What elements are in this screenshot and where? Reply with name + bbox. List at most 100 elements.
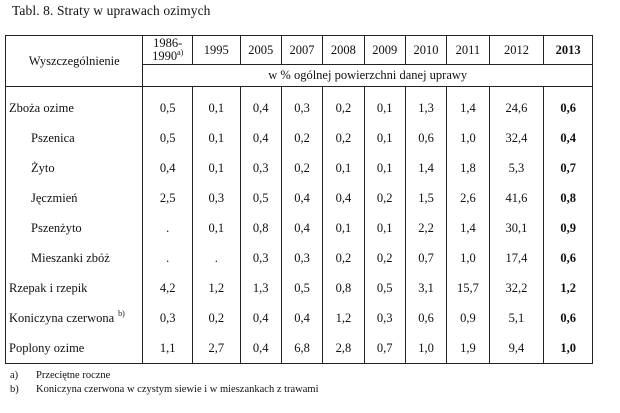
- loss-table: Wyszczególnienie 1986-1990a) 1995 2005 2…: [4, 35, 593, 364]
- value-cell: 1,3: [404, 86, 448, 123]
- value-cell: 0,3: [192, 183, 241, 213]
- row-name: Żyto: [31, 160, 55, 175]
- year-header: 2011: [446, 35, 490, 65]
- value-cell: 0,9: [446, 303, 490, 333]
- value-cell: 0,5: [363, 273, 406, 303]
- unit-row: w % ogólnej powierzchni danej uprawy: [6, 64, 593, 87]
- value-cell: 0,8: [322, 273, 365, 303]
- footnote-mark: a): [10, 370, 19, 381]
- year-header: 1995: [192, 35, 241, 65]
- value-cell: 2,6: [446, 183, 490, 213]
- value-cell: 0,8: [543, 183, 593, 213]
- value-cell: 0,1: [192, 213, 241, 243]
- value-cell: 0,5: [280, 273, 324, 303]
- table-row: Koniczyna czerwona b) 0,3 0,2 0,4 0,4 1,2 0,3 0,…: [4, 303, 593, 333]
- value-cell: 0,4: [280, 213, 324, 243]
- value-cell: 0,2: [322, 123, 365, 153]
- value-cell: 0,7: [543, 153, 593, 183]
- value-cell: 0,6: [543, 303, 593, 333]
- value-cell: 0,1: [322, 153, 365, 183]
- row-name: Poplony ozime: [9, 340, 85, 355]
- row-name-cell: Pszenica: [4, 123, 144, 153]
- value-cell: 3,1: [404, 273, 448, 303]
- value-cell: 0,4: [280, 303, 324, 333]
- value-cell: 0,2: [363, 183, 406, 213]
- value-cell: 0,6: [404, 123, 448, 153]
- row-name: Pszenica: [31, 130, 75, 145]
- row-name: Mieszanki zbóż: [31, 250, 110, 265]
- table-row: Rzepak i rzepik 4,2 1,2 1,3 0,5 0,8 0,5 3,1 15,7…: [4, 273, 593, 303]
- value-cell: 17,4: [488, 243, 545, 273]
- value-cell: 0,4: [239, 333, 282, 364]
- row-name: Koniczyna czerwona: [9, 310, 115, 325]
- value-cell: 1,2: [322, 303, 365, 333]
- year-header: 2012: [488, 35, 545, 65]
- value-cell: .: [142, 213, 194, 243]
- year-header: 2010: [404, 35, 448, 65]
- value-cell: .: [192, 243, 241, 273]
- row-name-cell: Poplony ozime: [4, 333, 144, 364]
- table-row: Pszenżyto. 0,1 0,8 0,4 0,1 0,1 2,2 1,4 30,1 0,9: [4, 213, 593, 243]
- value-cell: 6,8: [280, 333, 324, 364]
- row-name: Pszenżyto: [31, 220, 82, 235]
- value-cell: 0,1: [192, 153, 241, 183]
- table-row: Jęczmień 2,5 0,3 0,5 0,4 0,4 0,2 1,5 2,6 41,6 0,8: [4, 183, 593, 213]
- value-cell: 9,4: [488, 333, 545, 364]
- footnote: a) Przeciętne roczne: [10, 369, 319, 383]
- value-cell: .: [142, 243, 194, 273]
- footnote-mark: b): [10, 383, 19, 395]
- table-title: Tabl. 8. Straty w uprawach ozimych: [12, 3, 211, 18]
- value-cell: 0,1: [322, 213, 365, 243]
- value-cell: 1,8: [446, 153, 490, 183]
- value-cell: 0,4: [239, 303, 282, 333]
- value-cell: 0,2: [363, 243, 406, 273]
- table-body: Zboża ozime 0,5 0,1 0,4 0,3 0,2 0,1 1,3 1,4 24,6 0…: [4, 86, 593, 364]
- value-cell: 0,7: [363, 333, 406, 364]
- value-cell: 0,5: [142, 123, 194, 153]
- value-cell: 0,1: [192, 86, 241, 123]
- footnote-ref: b): [118, 309, 125, 319]
- value-cell: 0,2: [280, 123, 324, 153]
- footnote-text: Koniczyna czerwona w czystym siewie i w …: [36, 383, 319, 395]
- value-cell: 1,4: [446, 86, 490, 123]
- year-header: 2013: [543, 35, 593, 65]
- year-header: 1986-1990a): [142, 35, 194, 65]
- value-cell: 1,4: [446, 213, 490, 243]
- value-cell: 0,2: [322, 243, 365, 273]
- value-cell: 24,6: [488, 86, 545, 123]
- row-name: Rzepak i rzepik: [9, 280, 88, 295]
- value-cell: 1,1: [142, 333, 194, 364]
- footnote-text: Przeciętne roczne: [36, 370, 111, 381]
- row-label-header: Wyszczególnienie: [4, 35, 144, 87]
- year-header: 2007: [280, 35, 324, 65]
- value-cell: 1,0: [404, 333, 448, 364]
- value-cell: 0,4: [142, 153, 194, 183]
- value-cell: 0,3: [239, 153, 282, 183]
- value-cell: 0,4: [543, 123, 593, 153]
- row-name: Zboża ozime: [9, 100, 74, 115]
- value-cell: 41,6: [488, 183, 545, 213]
- value-cell: 0,1: [192, 123, 241, 153]
- value-cell: 4,2: [142, 273, 194, 303]
- value-cell: 0,9: [543, 213, 593, 243]
- value-cell: 0,3: [239, 243, 282, 273]
- year-header: 2009: [363, 35, 406, 65]
- value-cell: 0,3: [280, 86, 324, 123]
- value-cell: 0,6: [404, 303, 448, 333]
- value-cell: 1,2: [543, 273, 593, 303]
- value-cell: 2,5: [142, 183, 194, 213]
- value-cell: 15,7: [446, 273, 490, 303]
- footnote-ref: a): [177, 47, 184, 57]
- row-name-cell: Koniczyna czerwona b): [4, 303, 144, 333]
- value-cell: 0,2: [280, 153, 324, 183]
- table-row: Poplony ozime 1,1 2,7 0,4 6,8 2,8 0,7 1,0 1,9 9,4…: [4, 333, 593, 364]
- value-cell: 2,7: [192, 333, 241, 364]
- table-row: Zboża ozime 0,5 0,1 0,4 0,3 0,2 0,1 1,3 1,4 24,6 0…: [4, 86, 593, 123]
- value-cell: 1,5: [404, 183, 448, 213]
- value-cell: 1,0: [446, 243, 490, 273]
- row-name-cell: Zboża ozime: [4, 86, 144, 123]
- year-header: 2005: [239, 35, 282, 65]
- value-cell: 0,4: [239, 86, 282, 123]
- unit-label: w % ogólnej powierzchni danej uprawy: [142, 64, 593, 87]
